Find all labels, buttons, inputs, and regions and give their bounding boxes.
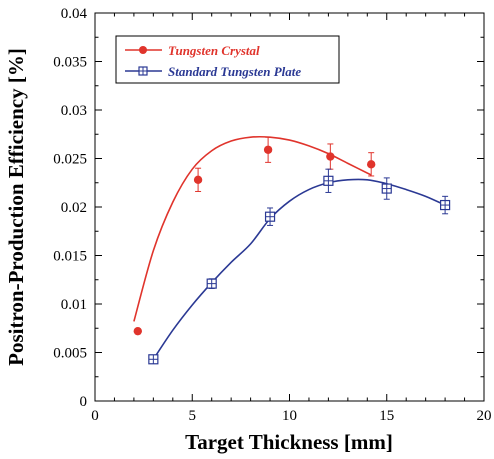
y-tick-label: 0.02 xyxy=(61,200,87,216)
data-point-series-0 xyxy=(326,152,335,161)
x-tick-label: 15 xyxy=(379,408,394,424)
data-point-series-1 xyxy=(323,175,334,186)
legend-box xyxy=(115,35,340,84)
data-point-series-1 xyxy=(264,211,276,222)
x-tick-label: 20 xyxy=(477,408,492,424)
legend-marker-series-0 xyxy=(139,46,147,54)
data-point-series-1 xyxy=(440,199,451,211)
y-axis-title: Positron-Production Efficiency [%] xyxy=(4,48,28,366)
y-tick-label: 0 xyxy=(80,394,88,410)
y-tick-label: 0.025 xyxy=(53,152,87,168)
y-tick-label: 0.015 xyxy=(53,249,87,265)
y-tick-label: 0.03 xyxy=(61,103,87,119)
y-tick-label: 0.005 xyxy=(53,346,87,362)
data-point-series-1 xyxy=(148,354,159,365)
legend-marker-series-1 xyxy=(138,66,148,76)
data-point-series-0 xyxy=(263,145,273,154)
data-point-series-0 xyxy=(133,326,142,336)
data-point-series-0 xyxy=(193,175,203,185)
data-point-series-1 xyxy=(206,278,217,289)
legend: Tungsten Crystal Standard Tungsten Plate xyxy=(115,35,340,84)
y-tick-label: 0.01 xyxy=(61,297,87,313)
y-tick-label: 0.035 xyxy=(53,55,87,71)
x-axis-title: Target Thickness [mm] xyxy=(185,430,393,454)
legend-label-series-1: Standard Tungsten Plate xyxy=(168,64,301,79)
x-tick-label: 10 xyxy=(282,408,297,424)
y-tick-label: 0.04 xyxy=(61,6,88,22)
legend-label-series-0: Tungsten Crystal xyxy=(168,43,260,58)
data-point-series-0 xyxy=(366,160,376,169)
fit-curve-series-1 xyxy=(152,178,446,360)
x-tick-label: 5 xyxy=(189,408,197,424)
data-point-series-1 xyxy=(381,183,392,194)
x-tick-label: 0 xyxy=(91,408,99,424)
fit-curve-series-0 xyxy=(133,135,372,322)
